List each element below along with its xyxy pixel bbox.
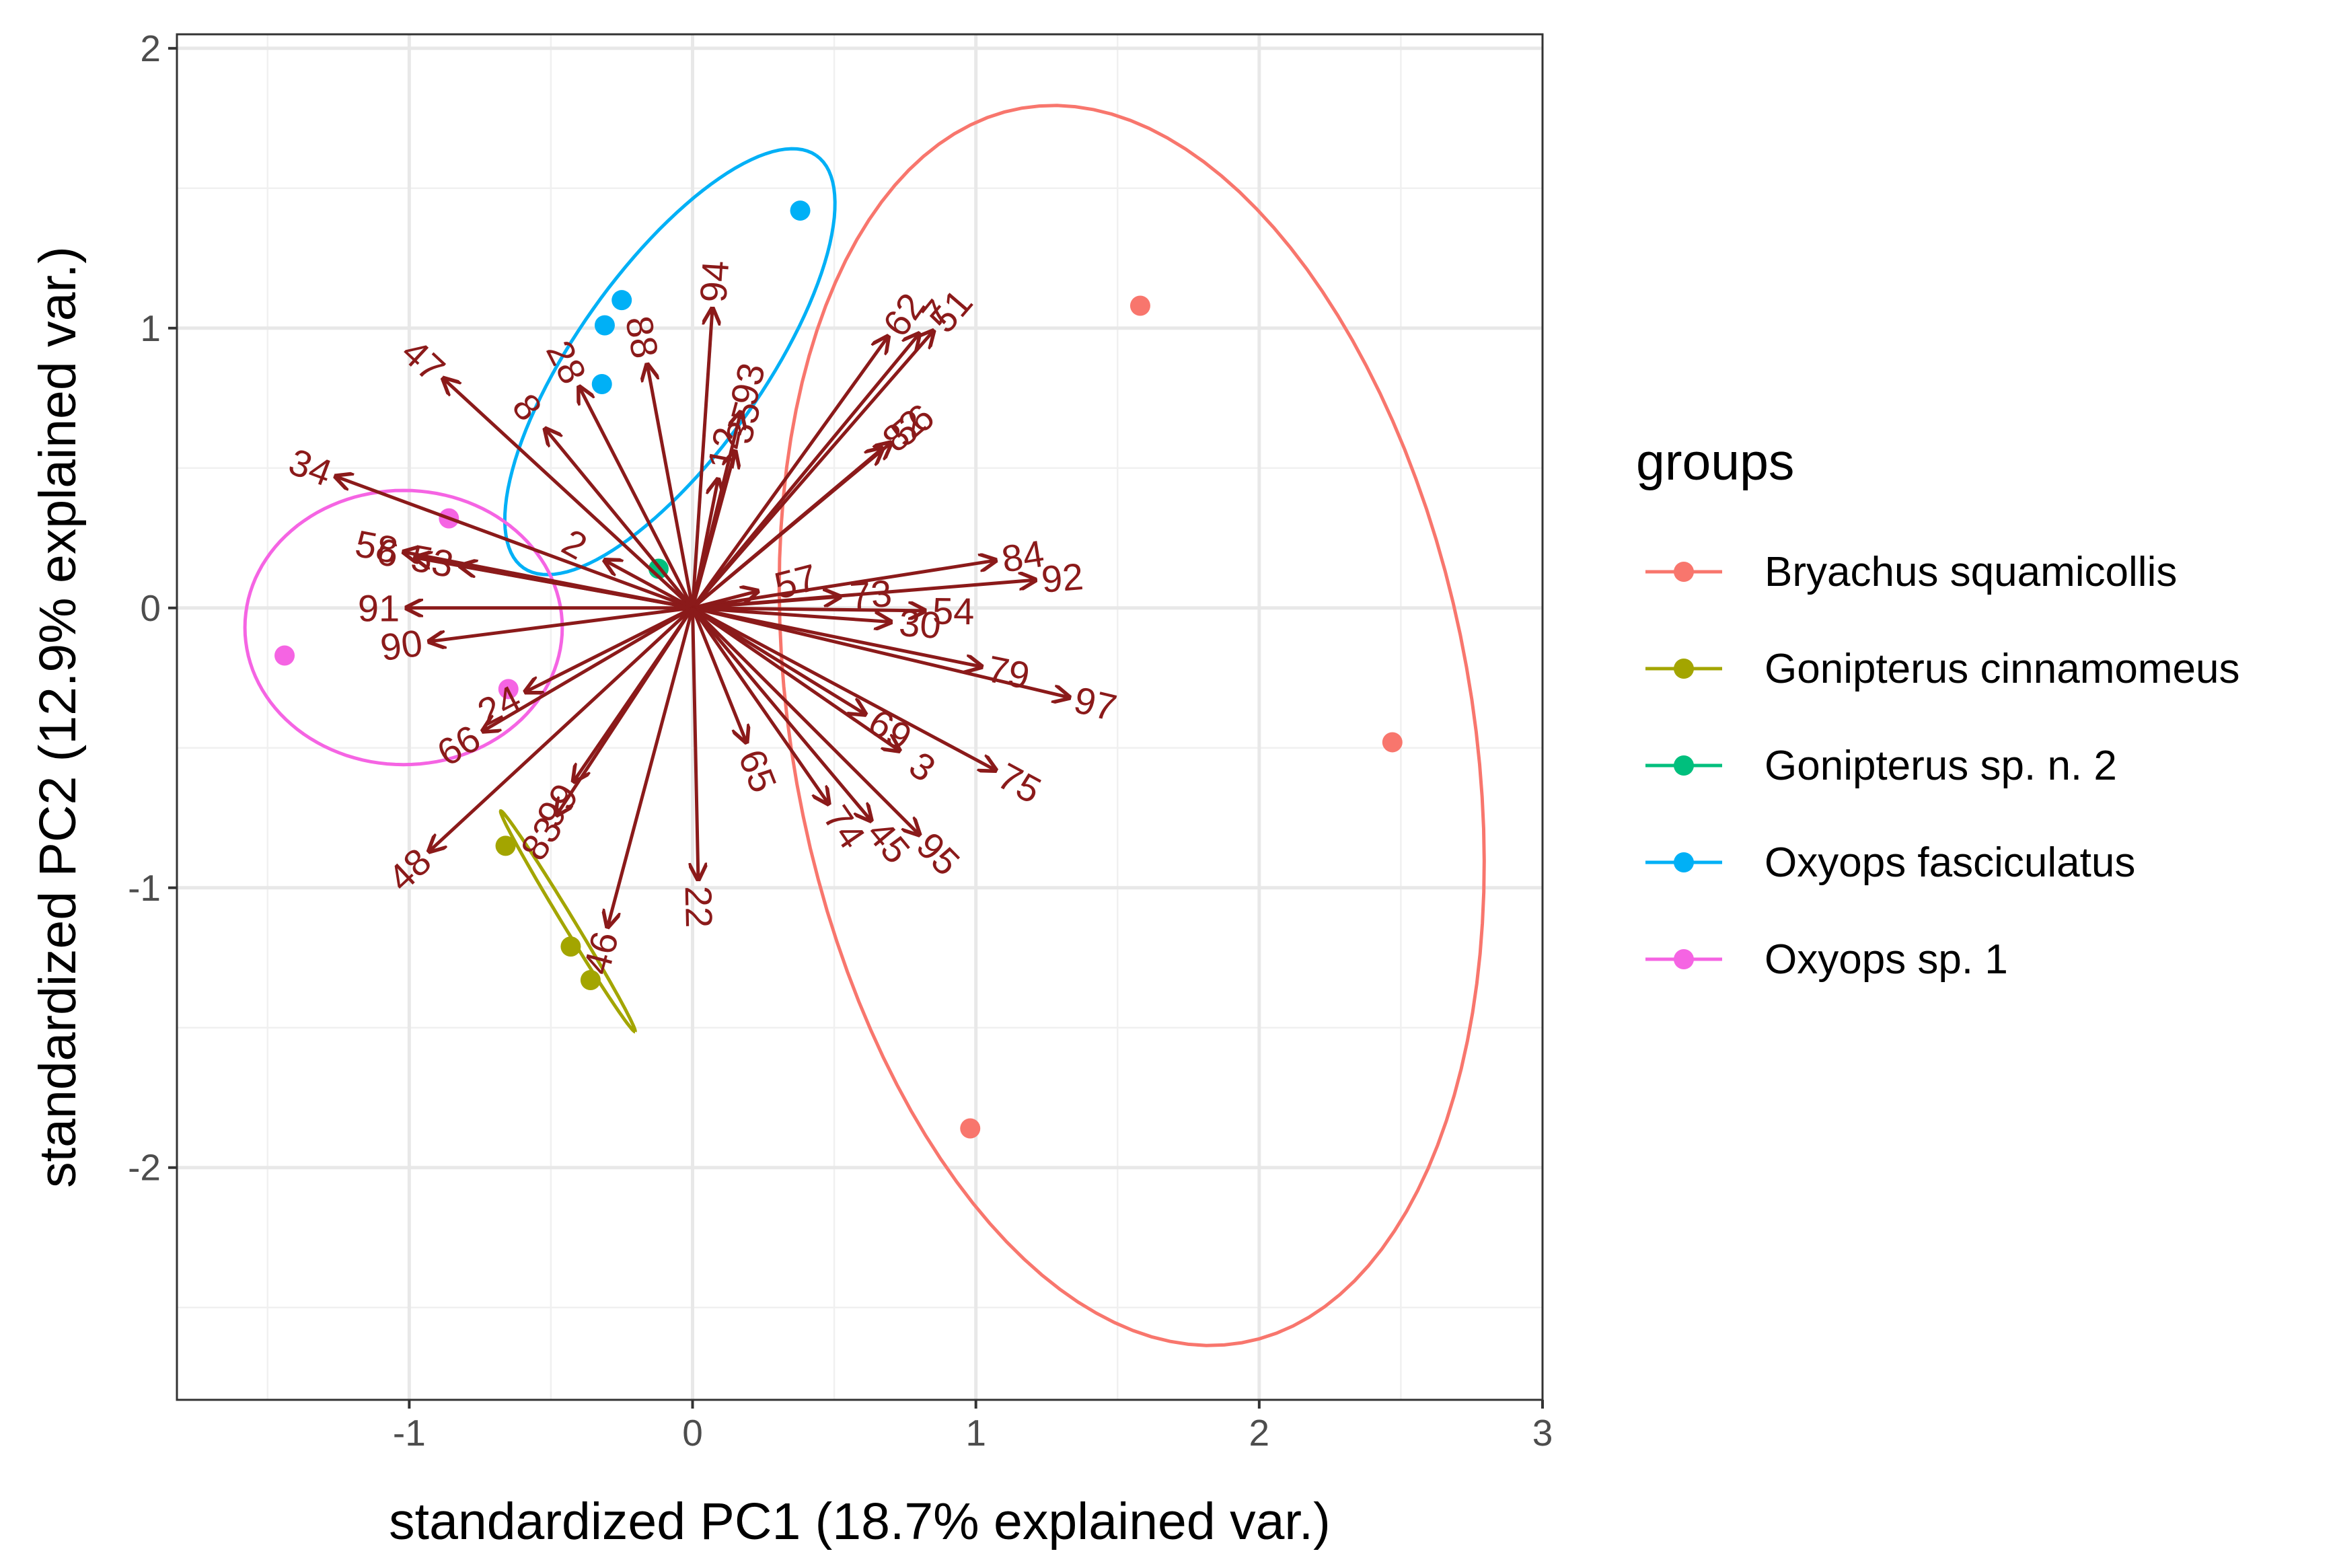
loading-arrow	[691, 336, 889, 609]
loading-label: 90	[378, 622, 425, 669]
loading-arrow	[460, 566, 693, 610]
loading-arrow	[691, 606, 920, 835]
loading-arrow	[692, 606, 891, 622]
y-axis: -2 -1 0 1 2	[128, 28, 177, 1189]
x-tick-label: 2	[1249, 1412, 1270, 1454]
loading-arrow	[574, 607, 694, 782]
loading-label: 73	[848, 572, 893, 618]
y-tick-label: -2	[128, 1147, 161, 1189]
loading-arrow	[692, 606, 1070, 698]
loading-arrow	[691, 451, 735, 609]
data-point	[611, 290, 632, 311]
loading-arrow	[647, 365, 694, 609]
loading-label: 58	[352, 522, 401, 572]
loading-label: 54	[932, 590, 975, 633]
data-point	[498, 679, 519, 700]
plot-panel-background	[177, 34, 1543, 1400]
data-point	[274, 645, 295, 666]
loading-arrow	[429, 606, 694, 852]
loading-label: 79	[984, 647, 1033, 697]
x-tick-label: 0	[682, 1412, 703, 1454]
y-axis-title: standardized PC2 (12.9% explained var.)	[29, 246, 87, 1188]
loading-label: 30	[897, 601, 942, 646]
loading-arrow	[692, 591, 758, 610]
loading-arrow	[605, 560, 694, 609]
y-tick-label: 1	[140, 307, 161, 349]
legend-key-point	[1674, 562, 1694, 582]
group-points	[274, 200, 1403, 1139]
x-axis-title: standardized PC1 (18.7% explained var.)	[389, 1493, 1331, 1551]
loading-arrow	[692, 597, 840, 610]
loading-arrow	[691, 607, 871, 821]
loading-label: 88	[618, 313, 667, 362]
loading-arrow	[546, 429, 694, 609]
x-tick-label: -1	[393, 1412, 426, 1454]
loading-arrow	[692, 606, 996, 770]
loading-label: 94	[692, 259, 737, 303]
loading-arrow	[691, 607, 747, 743]
loading-label: 53	[408, 536, 457, 585]
loading-label: 57	[770, 556, 821, 607]
data-point	[790, 200, 811, 221]
loading-arrows	[336, 309, 1070, 927]
loading-label: 92	[1040, 555, 1085, 601]
data-point	[594, 315, 615, 336]
legend-item-label: Oxyops fasciculatus	[1765, 839, 2135, 886]
loading-arrow	[443, 379, 694, 609]
loading-arrow	[579, 387, 694, 609]
loading-label: 84	[999, 532, 1047, 581]
legend-item-label: Bryachus squamicollis	[1765, 549, 2177, 595]
group-ellipse	[777, 104, 1486, 1347]
grid-major	[177, 34, 1543, 1400]
loading-label: 12	[700, 424, 749, 473]
y-tick-label: -1	[128, 867, 161, 909]
data-point	[1129, 295, 1150, 316]
loading-arrow	[691, 331, 934, 609]
loading-arrow	[483, 606, 694, 731]
legend-key-point	[1674, 755, 1694, 776]
loading-label: 97	[1070, 678, 1121, 729]
legend-key-point	[1674, 659, 1694, 679]
legend: groups Bryachus squamicollis Gonipterus c…	[1636, 433, 2239, 983]
data-point	[1382, 732, 1403, 753]
legend-key-point	[1674, 852, 1694, 872]
data-point	[560, 936, 581, 957]
loading-arrow	[607, 607, 694, 927]
loading-arrow	[691, 607, 829, 804]
loading-arrow	[336, 476, 694, 610]
group-ellipse	[243, 488, 564, 767]
x-tick-label: 1	[965, 1412, 986, 1454]
group-ellipses	[243, 104, 1486, 1347]
data-point	[960, 1118, 981, 1139]
legend-key-point	[1674, 949, 1694, 969]
loading-arrow	[525, 606, 694, 692]
x-tick-label: 3	[1532, 1412, 1553, 1454]
y-tick-label: 0	[140, 587, 161, 629]
loading-arrow	[692, 606, 899, 751]
legend-item-label: Oxyops sp. 1	[1765, 936, 2008, 983]
y-tick-label: 2	[140, 28, 161, 69]
group-ellipse	[503, 147, 837, 576]
data-point	[495, 835, 516, 856]
loading-arrow	[691, 309, 712, 608]
loading-arrow	[692, 606, 866, 714]
loading-label: 46	[575, 927, 627, 978]
loading-label: 91	[358, 587, 400, 629]
loading-arrow	[429, 606, 693, 642]
data-point	[591, 373, 612, 394]
loading-label: 93	[722, 359, 773, 409]
legend-title: groups	[1636, 433, 1794, 491]
plot-panel-border	[176, 33, 1544, 1401]
x-axis: -1 0 1 2 3	[393, 1400, 1553, 1454]
data-point	[580, 970, 601, 991]
legend-item-label: Gonipterus cinnamomeus	[1765, 646, 2239, 692]
loading-arrow	[692, 608, 925, 611]
loading-arrow	[691, 443, 891, 609]
legend-item-label: Gonipterus sp. n. 2	[1765, 743, 2117, 789]
loading-arrow	[691, 479, 718, 609]
loading-label: 22	[677, 885, 720, 928]
loading-arrow	[693, 607, 698, 880]
